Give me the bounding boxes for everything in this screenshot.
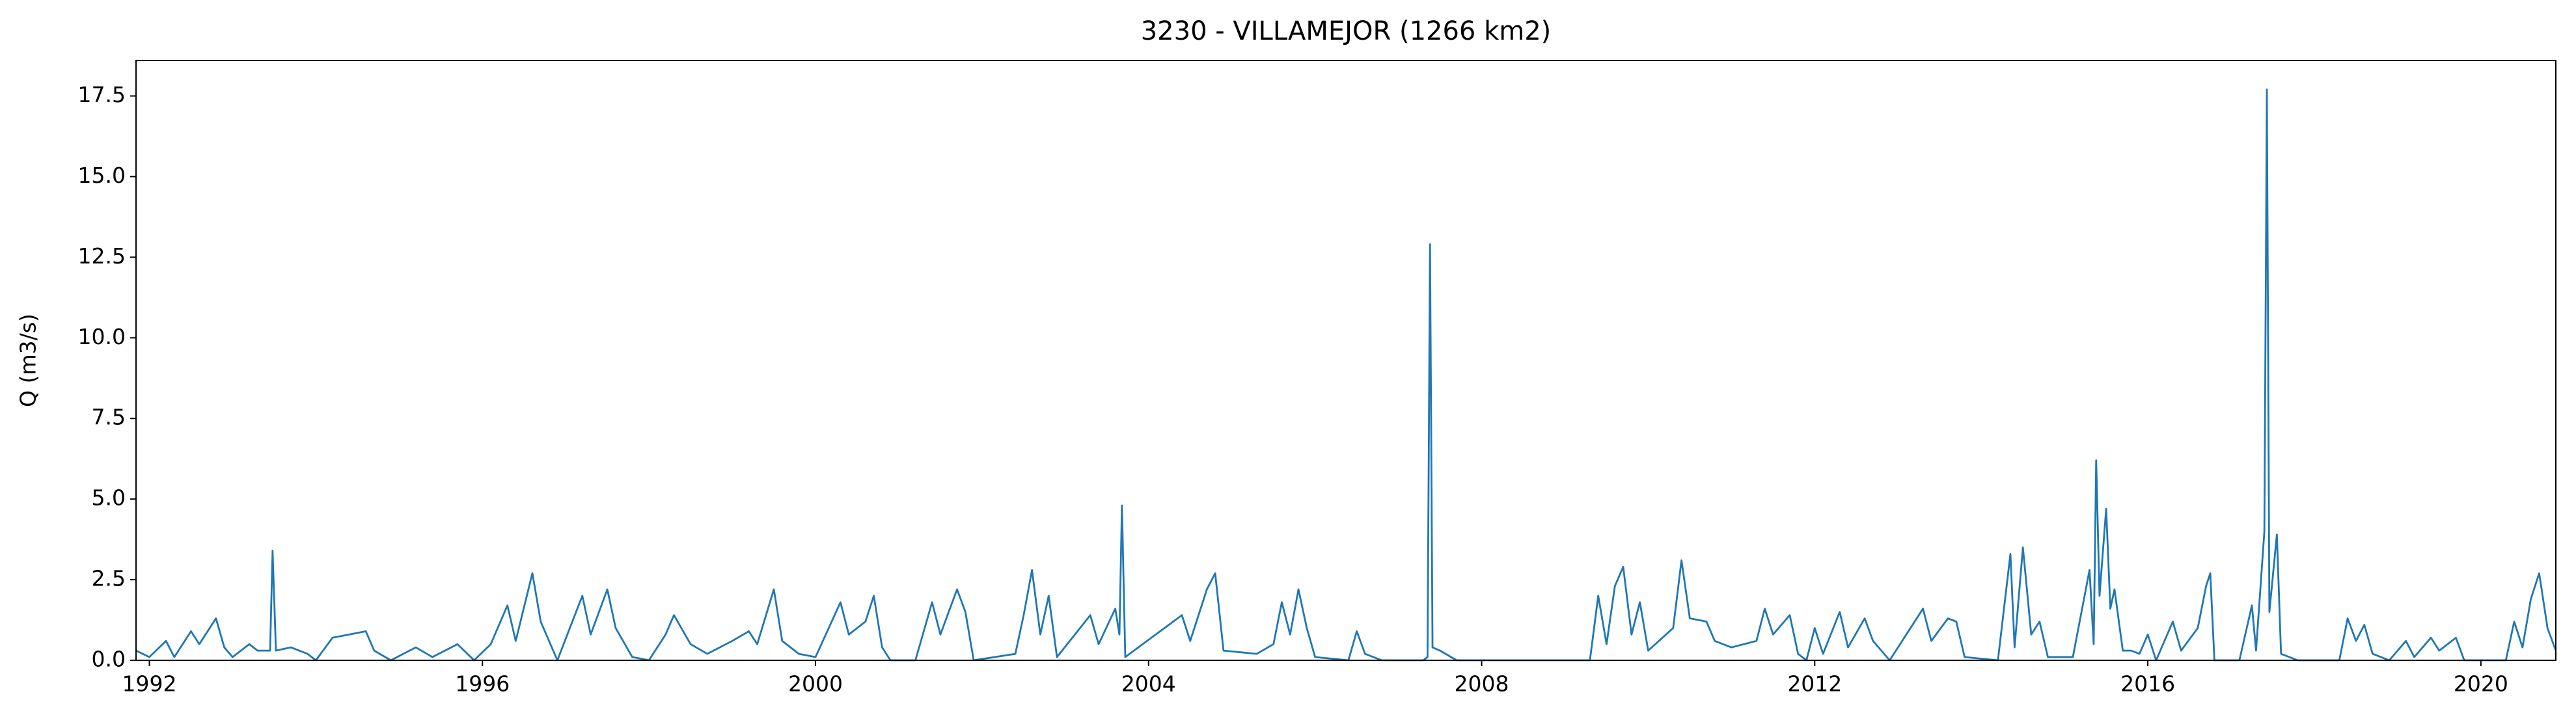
y-tick-label: 0.0 bbox=[92, 647, 126, 672]
x-tick-label: 2020 bbox=[2454, 671, 2508, 697]
y-tick-label: 5.0 bbox=[92, 485, 126, 511]
y-tick-label: 17.5 bbox=[78, 82, 126, 107]
x-tick-label: 1992 bbox=[122, 671, 176, 697]
flow-line bbox=[135, 88, 2557, 662]
x-tick-label: 1996 bbox=[455, 671, 510, 697]
chart-title: 3230 - VILLAMEJOR (1266 km2) bbox=[1141, 16, 1552, 46]
y-axis-label: Q (m3/s) bbox=[16, 314, 41, 407]
x-tick-label: 2000 bbox=[788, 671, 843, 697]
y-tick-label: 15.0 bbox=[78, 163, 126, 188]
y-tick-label: 12.5 bbox=[78, 243, 126, 269]
x-tick-label: 2012 bbox=[1787, 671, 1842, 697]
y-tick-label: 2.5 bbox=[92, 566, 126, 591]
x-tick-label: 2004 bbox=[1121, 671, 1176, 697]
y-tick-label: 10.0 bbox=[78, 324, 126, 349]
y-tick-label: 7.5 bbox=[92, 405, 126, 430]
x-tick-label: 2008 bbox=[1455, 671, 1509, 697]
x-tick-label: 2016 bbox=[2120, 671, 2175, 697]
plot-frame bbox=[135, 60, 2556, 661]
